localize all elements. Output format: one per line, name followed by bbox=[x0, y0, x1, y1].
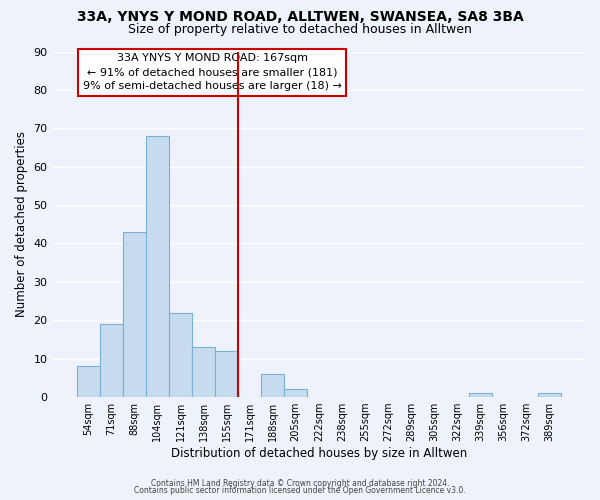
Bar bbox=[469, 393, 491, 397]
Bar bbox=[123, 232, 146, 397]
Bar bbox=[100, 324, 123, 397]
X-axis label: Distribution of detached houses by size in Alltwen: Distribution of detached houses by size … bbox=[170, 447, 467, 460]
Bar bbox=[538, 393, 561, 397]
Bar bbox=[169, 312, 192, 397]
Bar bbox=[192, 347, 215, 397]
Bar bbox=[284, 390, 307, 397]
Bar bbox=[215, 351, 238, 397]
Text: Size of property relative to detached houses in Alltwen: Size of property relative to detached ho… bbox=[128, 22, 472, 36]
Text: Contains HM Land Registry data © Crown copyright and database right 2024.: Contains HM Land Registry data © Crown c… bbox=[151, 478, 449, 488]
Bar bbox=[261, 374, 284, 397]
Y-axis label: Number of detached properties: Number of detached properties bbox=[15, 132, 28, 318]
Bar bbox=[77, 366, 100, 397]
Bar bbox=[146, 136, 169, 397]
Text: Contains public sector information licensed under the Open Government Licence v3: Contains public sector information licen… bbox=[134, 486, 466, 495]
Text: 33A YNYS Y MOND ROAD: 167sqm
← 91% of detached houses are smaller (181)
9% of se: 33A YNYS Y MOND ROAD: 167sqm ← 91% of de… bbox=[83, 53, 342, 91]
Text: 33A, YNYS Y MOND ROAD, ALLTWEN, SWANSEA, SA8 3BA: 33A, YNYS Y MOND ROAD, ALLTWEN, SWANSEA,… bbox=[77, 10, 523, 24]
